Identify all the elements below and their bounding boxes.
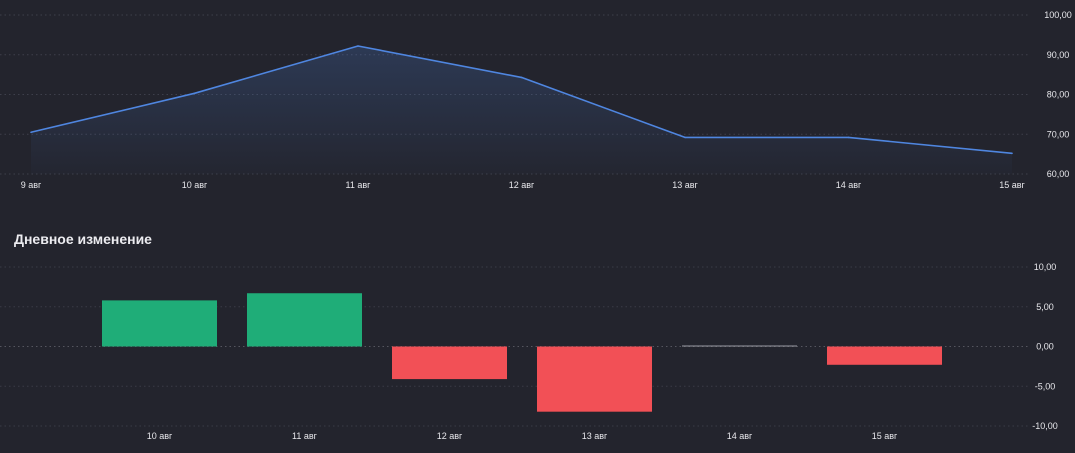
top-x-tick-label: 14 авг [836,180,862,190]
daily-change-bar [392,346,507,380]
top-y-tick-label: 70,00 [1047,129,1070,139]
bottom-x-tick-label: 10 авг [147,431,173,441]
top-x-tick-label: 12 авг [509,180,535,190]
bottom-x-tick-label: 13 авг [582,431,608,441]
bottom-y-tick-label: 0,00 [1036,342,1054,352]
price-point [520,76,523,79]
top-x-tick-label: 11 авг [346,180,372,190]
daily-change-bar [102,300,217,347]
price-area-fill [31,46,1012,174]
price-point [357,45,359,47]
bottom-y-tick-label: 5,00 [1036,302,1054,312]
price-point [30,131,32,134]
bottom-y-tick-label: 10,00 [1034,262,1057,272]
top-y-tick-label: 100,00 [1044,10,1072,20]
top-y-tick-label: 90,00 [1047,50,1070,60]
bottom-y-tick-label: -5,00 [1035,381,1056,391]
daily-change-bar [827,346,942,365]
daily-change-bar [682,345,797,347]
daily-change-title: Дневное изменение [14,231,152,247]
top-y-tick-label: 80,00 [1047,90,1070,100]
top-x-tick-label: 15 авг [999,180,1025,190]
top-x-tick-label: 10 авг [182,180,208,190]
price-point [684,136,686,139]
price-point [193,92,196,95]
top-y-tick-label: 60,00 [1047,169,1070,179]
bottom-y-tick-label: -10,00 [1032,421,1058,431]
bottom-x-tick-label: 11 авг [292,431,318,441]
daily-change-bar-chart: 10,00 5,00 0,00 -5,00 -10,00 10 авг 11 авг 12 а… [0,262,1058,441]
top-x-tick-label: 9 авг [21,180,42,190]
price-line-chart: 100,00 90,00 80,00 70,00 60,00 9 авг 10 авг 11 … [0,10,1072,190]
bottom-x-tick-label: 12 авг [437,431,463,441]
price-point [1011,152,1013,155]
price-point [847,136,850,139]
top-x-tick-label: 13 авг [672,180,698,190]
daily-change-bar [247,293,362,347]
bottom-x-tick-label: 15 авг [872,431,898,441]
bottom-x-tick-label: 14 авг [727,431,753,441]
daily-change-bar [537,346,652,412]
